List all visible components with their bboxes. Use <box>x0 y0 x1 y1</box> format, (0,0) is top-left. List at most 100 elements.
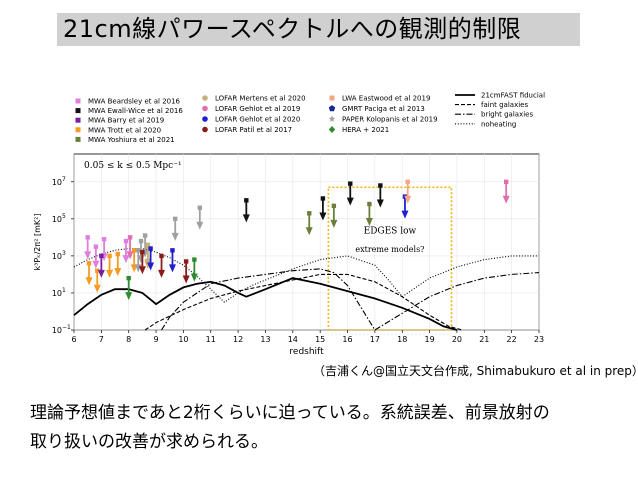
image-credit: （吉浦くん@国立天文台作成, Shimabukuro et al in prep… <box>313 364 638 378</box>
upper-limit-arrow <box>196 205 204 230</box>
k-range-annotation: 0.05 ≤ k ≤ 0.5 Mpc⁻¹ <box>84 161 182 171</box>
legend-entry: MWA Trott et al 2020 <box>75 126 161 134</box>
upper-limit-arrow <box>84 235 92 260</box>
legend-label: MWA Yoshiura et al 2021 <box>88 136 175 144</box>
legend-label: 21cmFAST fiducial <box>481 92 545 100</box>
x-tick-label: 13 <box>260 335 270 344</box>
model-curves <box>73 247 540 331</box>
legend-marker <box>202 126 208 133</box>
x-tick-label: 9 <box>154 335 159 344</box>
legend-entry: HERA + 2021 <box>328 126 389 134</box>
legend-marker <box>328 105 336 112</box>
legend-marker <box>202 95 208 101</box>
y-tick-exponent: 5 <box>62 213 66 220</box>
y-tick-exponent: 3 <box>62 250 66 257</box>
upper-limit-arrow <box>242 198 250 223</box>
curve-bright-galaxies <box>161 268 540 331</box>
upper-limit-arrow <box>125 275 133 301</box>
body-line-1: 理論予想値まであと2桁くらいに迫っている。系統誤差、前景放射の <box>30 403 550 423</box>
legend-marker <box>202 116 208 122</box>
x-tick-label: 14 <box>288 335 298 344</box>
legend-label: MWA Barry et al 2019 <box>88 117 164 125</box>
legend-entry: faint galaxies <box>455 101 528 109</box>
upper-limit-arrow <box>404 179 412 204</box>
legend-label: MWA Ewall-Wice et al 2016 <box>88 107 183 115</box>
y-tick-label: 10 <box>52 326 62 335</box>
upper-limit-arrow <box>319 196 327 221</box>
legend-label: HERA + 2021 <box>342 126 389 134</box>
legend-label: LOFAR Gehlot et al 2019 <box>215 105 300 113</box>
edges-box: EDGES low extreme models? <box>327 186 453 331</box>
legend-entry: LOFAR Patil et al 2017 <box>202 126 292 134</box>
upper-limits <box>84 179 510 301</box>
legend-marker <box>75 117 81 123</box>
legend-marker <box>328 115 336 122</box>
y-tick-label: 10 <box>52 178 62 187</box>
upper-limit-arrow <box>502 179 510 204</box>
x-tick-label: 10 <box>178 335 188 344</box>
legend-entry: MWA Barry et al 2019 <box>75 117 164 125</box>
curve-faint-galaxies <box>144 273 463 331</box>
legend-entry: MWA Yoshiura et al 2021 <box>75 136 175 144</box>
x-tick-label: 21 <box>479 335 489 344</box>
legend-label: PAPER Kolopanis et al 2019 <box>342 116 438 124</box>
legend-label: LOFAR Patil et al 2017 <box>215 126 292 134</box>
legend-label: LOFAR Mertens et al 2020 <box>215 95 306 103</box>
upper-limit-arrow <box>138 249 146 275</box>
body-text: 理論予想値まであと2桁くらいに迫っている。系統誤差、前景放射の 取り扱いの改善が… <box>30 399 620 457</box>
legend-marker <box>329 95 335 101</box>
y-tick-exponent: 7 <box>62 176 66 183</box>
upper-limit-arrow <box>106 253 114 278</box>
upper-limit-arrow <box>190 257 198 282</box>
legend-label: LWA Eastwood et al 2019 <box>342 95 430 103</box>
y-tick-label: 10 <box>52 289 62 298</box>
body-line-2: 取り扱いの改善が求められる。 <box>30 432 268 452</box>
legend-label: MWA Trott et al 2020 <box>88 126 161 134</box>
x-tick-label: 23 <box>534 335 544 344</box>
upper-limit-arrow <box>122 238 130 264</box>
upper-limit-arrow <box>92 244 100 269</box>
x-tick-label: 16 <box>342 335 352 344</box>
upper-limit-arrow <box>126 235 134 260</box>
y-axis-label: k³Pₖ/2π² [mK²] <box>33 214 42 271</box>
upper-limit-arrow <box>147 246 155 271</box>
x-tick-label: 20 <box>452 335 462 344</box>
legend-label: bright galaxies <box>481 111 533 119</box>
upper-limit-arrow <box>85 261 93 286</box>
x-axis-label: redshift <box>289 347 324 356</box>
x-tick-label: 11 <box>206 335 216 344</box>
upper-limit-arrow <box>158 253 166 278</box>
upper-limit-arrow <box>330 203 338 228</box>
upper-limit-arrow <box>182 259 190 284</box>
upper-limit-arrow <box>93 268 101 293</box>
upper-limit-arrow <box>305 211 313 236</box>
x-tick-label: 7 <box>99 335 104 344</box>
y-tick-exponent: 1 <box>62 287 66 294</box>
legend-entry: noheating <box>455 120 516 128</box>
curve-21cmfast-fiducial <box>73 277 458 331</box>
legend-entry: LWA Eastwood et al 2019 <box>329 95 430 103</box>
legend-label: LOFAR Gehlot et al 2020 <box>215 116 300 124</box>
grid <box>73 154 540 331</box>
legend-entry: MWA Beardsley et al 2016 <box>75 98 181 106</box>
legend-entry: MWA Ewall-Wice et al 2016 <box>75 107 183 115</box>
upper-limit-arrow <box>168 248 176 273</box>
legend-entry: LOFAR Mertens et al 2020 <box>202 95 306 103</box>
legend-marker <box>75 98 81 104</box>
upper-limit-arrow <box>365 201 373 227</box>
upper-limit-arrow <box>346 181 354 206</box>
upper-limit-arrow <box>171 216 179 241</box>
edges-label-1: EDGES low <box>364 227 417 237</box>
legend-entry: bright galaxies <box>455 111 533 119</box>
y-tick-label: 10 <box>52 252 62 261</box>
x-tick-label: 17 <box>370 335 380 344</box>
legend-entry: LOFAR Gehlot et al 2020 <box>202 116 300 124</box>
legend-marker <box>202 105 208 112</box>
y-tick-exponent: −1 <box>62 324 71 331</box>
legend-marker <box>75 127 81 133</box>
legend-marker <box>75 108 81 114</box>
legend-label: noheating <box>481 120 516 128</box>
